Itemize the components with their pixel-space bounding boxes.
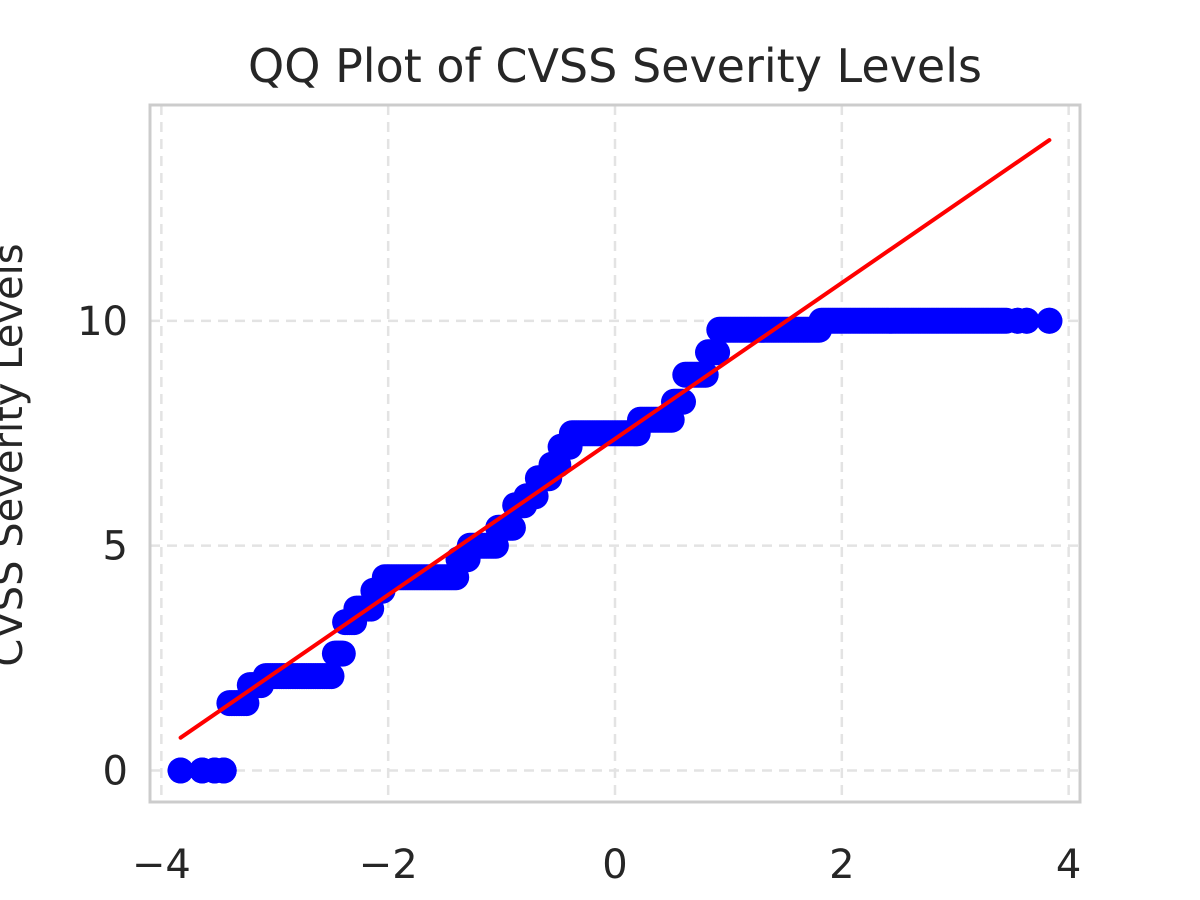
- data-point: [167, 757, 194, 784]
- data-point: [1036, 307, 1063, 334]
- x-tick-label: −4: [132, 842, 191, 888]
- data-point: [210, 757, 237, 784]
- data-point: [329, 640, 356, 667]
- plot-frame: [148, 103, 1082, 804]
- y-tick-label: 0: [103, 749, 128, 795]
- x-tick-label: 4: [1056, 842, 1081, 888]
- data-point: [704, 339, 731, 366]
- qq-points: [167, 307, 1063, 784]
- data-point: [318, 663, 345, 690]
- reference-line: [178, 138, 1052, 740]
- data-point: [1013, 307, 1040, 334]
- reference-fit-line: [178, 138, 1052, 740]
- x-tick-label: 2: [829, 842, 854, 888]
- x-axis-ticks: −4 −2 0 2 4: [132, 842, 1082, 888]
- y-axis-ticks: 0 5 10: [77, 299, 128, 795]
- x-tick-label: 0: [602, 842, 627, 888]
- y-tick-label: 5: [103, 524, 128, 570]
- chart-title: QQ Plot of CVSS Severity Levels: [248, 39, 982, 93]
- data-point: [499, 514, 526, 541]
- grid-lines: [150, 105, 1080, 802]
- y-tick-label: 10: [77, 299, 128, 345]
- x-tick-label: −2: [359, 842, 418, 888]
- y-axis-label: CVSS Severity Levels: [0, 243, 32, 666]
